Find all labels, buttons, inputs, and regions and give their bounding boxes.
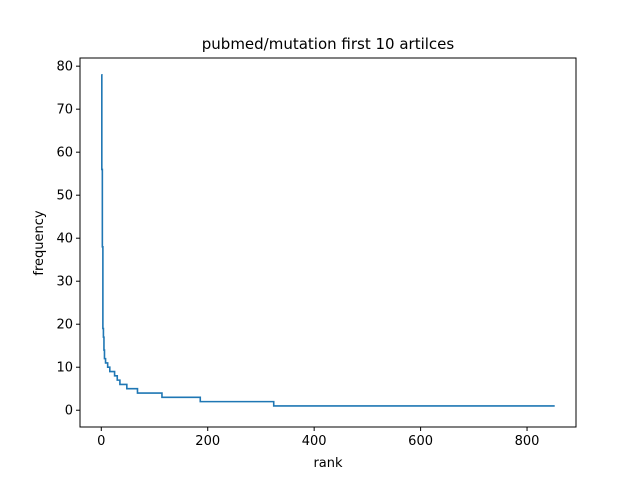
x-tick-label: 800 (515, 434, 540, 449)
x-axis-label: rank (313, 456, 343, 471)
y-tick-label: 60 (56, 146, 73, 161)
y-axis-label: frequency (32, 210, 47, 276)
x-tick-label: 400 (302, 434, 327, 449)
y-tick-label: 80 (56, 60, 73, 75)
y-tick-label: 10 (56, 361, 73, 376)
y-tick-label: 50 (56, 189, 73, 204)
y-tick-label: 20 (56, 318, 73, 333)
x-tick-label: 0 (97, 434, 105, 449)
y-tick-label: 30 (56, 275, 73, 290)
chart-title: pubmed/mutation first 10 artilces (202, 35, 455, 53)
x-tick-label: 600 (408, 434, 433, 449)
x-axis-ticks: 0 200 400 600 800 (97, 427, 539, 449)
axes-frame (79, 57, 577, 428)
series-line-0 (101, 73, 555, 407)
y-axis-ticks: 0 10 20 30 40 50 60 70 80 (56, 60, 80, 419)
x-tick-label: 200 (195, 434, 220, 449)
y-tick-label: 0 (65, 404, 73, 419)
plot-area (101, 73, 555, 407)
y-tick-label: 70 (56, 103, 73, 118)
y-tick-label: 40 (56, 232, 73, 247)
